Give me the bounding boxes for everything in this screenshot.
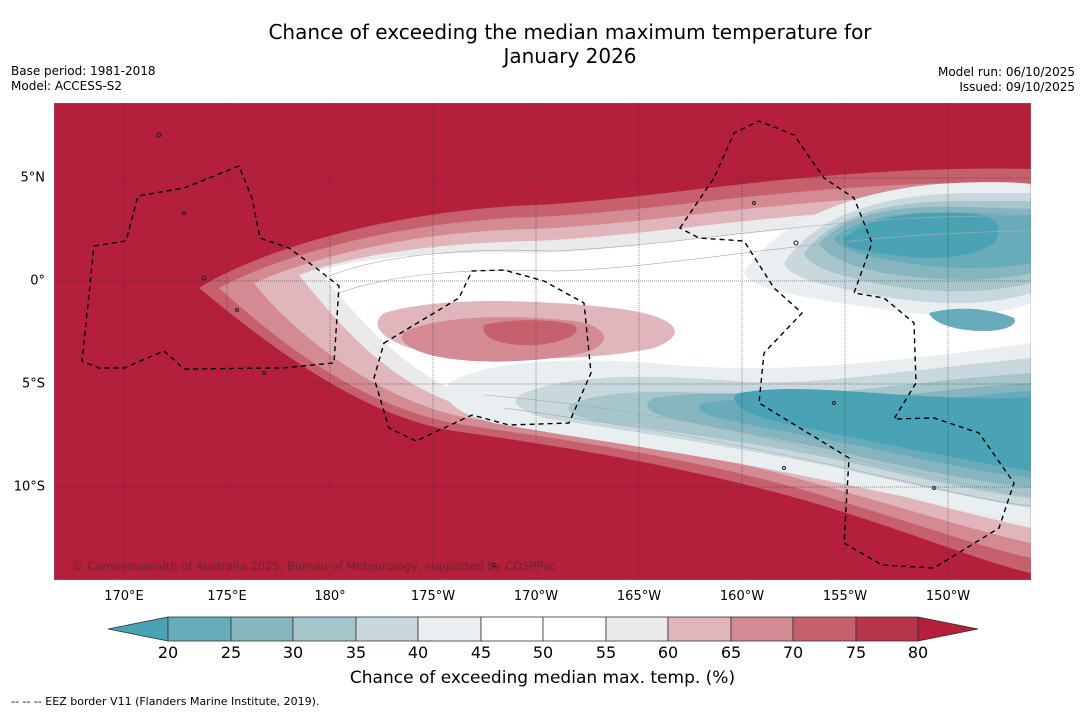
base-period: Base period: 1981-2018 [11, 64, 156, 78]
colorbar-segment [667, 616, 732, 642]
lon-label-160w: 160°W [719, 589, 765, 604]
cbar-label-55: 55 [595, 643, 617, 662]
cbar-label-30: 30 [282, 643, 304, 662]
cbar-label-25: 25 [220, 643, 242, 662]
title-line-2: January 2026 [503, 44, 637, 68]
cbar-label-65: 65 [720, 643, 742, 662]
colorbar-segment [730, 616, 794, 642]
eez-borders [81, 120, 1015, 569]
cbar-label-20: 20 [157, 643, 179, 662]
colorbar-segment [167, 616, 232, 642]
lon-label-175e: 175°E [207, 589, 247, 604]
map-title: Chance of exceeding the median maximum t… [0, 20, 1085, 68]
colorbar-segment [292, 616, 357, 642]
meta-left: Base period: 1981-2018 Model: ACCESS-S2 [11, 64, 156, 94]
cbar-label-80: 80 [907, 643, 929, 662]
colorbar-segment [417, 616, 482, 642]
colorbar [107, 616, 979, 642]
colorbar-segment [355, 616, 419, 642]
lon-label-155w: 155°W [822, 589, 868, 604]
colorbar-low-extension [107, 616, 169, 642]
cbar-label-40: 40 [407, 643, 429, 662]
copyright-text: © Commonwealth of Australia 2025, Bureau… [72, 559, 557, 573]
colorbar-segment [542, 616, 607, 642]
lon-label-165w: 165°W [616, 589, 662, 604]
model-run: Model run: 06/10/2025 [937, 65, 1075, 79]
title-line-1: Chance of exceeding the median maximum t… [268, 20, 872, 44]
colorbar-segment [605, 616, 669, 642]
model-name: Model: ACCESS-S2 [11, 79, 123, 93]
cbar-label-35: 35 [345, 643, 367, 662]
lat-label-0: 0° [30, 273, 45, 289]
cbar-label-60: 60 [657, 643, 679, 662]
colorbar-segment [792, 616, 857, 642]
colorbar-title: Chance of exceeding median max. temp. (%… [349, 668, 736, 688]
lat-label-10s: 10°S [13, 479, 45, 495]
lon-label-150w: 150°W [925, 589, 971, 604]
colorbar-high-extension [917, 616, 979, 642]
islands [156, 132, 936, 568]
cbar-label-50: 50 [532, 643, 554, 662]
lon-label-180: 180° [314, 589, 346, 604]
cbar-label-75: 75 [845, 643, 867, 662]
colorbar-segment [480, 616, 544, 642]
issued-date: Issued: 09/10/2025 [959, 80, 1075, 94]
cbar-label-70: 70 [782, 643, 804, 662]
colorbar-segment [855, 616, 919, 642]
eez-footnote: -- -- -- EEZ border V11 (Flanders Marine… [11, 695, 320, 708]
lon-label-175w: 175°W [410, 589, 456, 604]
lon-label-170e: 170°E [104, 589, 144, 604]
cbar-label-45: 45 [470, 643, 492, 662]
probability-field [199, 168, 1031, 573]
lat-label-5n: 5°N [20, 170, 46, 186]
meta-right: Model run: 06/10/2025 Issued: 09/10/2025 [938, 65, 1075, 95]
forecast-map [54, 103, 1031, 580]
lat-label-5s: 5°S [21, 376, 45, 392]
graticule [54, 103, 1031, 580]
lon-label-170w: 170°W [513, 589, 559, 604]
colorbar-segment [230, 616, 294, 642]
